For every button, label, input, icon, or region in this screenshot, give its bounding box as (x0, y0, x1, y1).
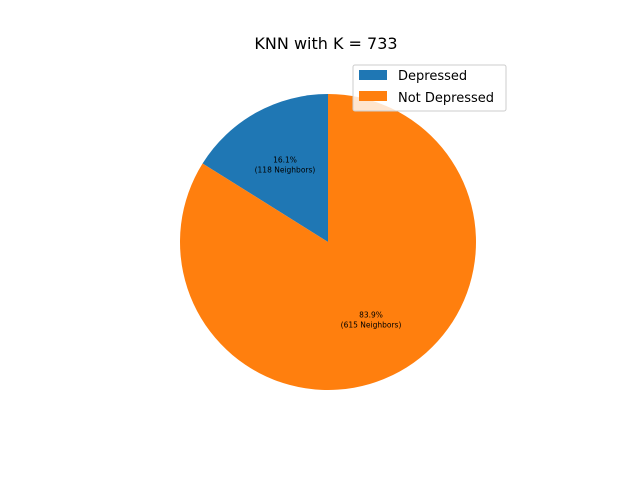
pie-slice-not-depressed (179, 94, 476, 390)
slice-count-depressed: (118 Neighbors) (255, 165, 316, 174)
slice-labels: 16.1% (118 Neighbors) 83.9% (615 Neighbors) (255, 155, 402, 329)
chart-title: KNN with K = 733 (254, 34, 397, 53)
legend-frame (352, 64, 507, 112)
pie-slice-depressed (202, 94, 328, 242)
legend-label-depressed: Depressed (398, 69, 467, 84)
slice-count-not-depressed: (615 Neighbors) (341, 321, 402, 330)
legend-swatch-not-depressed (359, 91, 387, 101)
legend-swatch-depressed (359, 70, 387, 80)
legend-label-not-depressed: Not Depressed (398, 91, 494, 106)
slice-label-depressed: 16.1% (118 Neighbors) (255, 155, 316, 174)
slice-percent-depressed: 16.1% (273, 155, 297, 164)
pie-group (179, 94, 476, 390)
slice-label-not-depressed: 83.9% (615 Neighbors) (341, 311, 402, 330)
slice-percent-not-depressed: 83.9% (359, 311, 383, 320)
legend: Depressed Not Depressed (352, 64, 507, 112)
